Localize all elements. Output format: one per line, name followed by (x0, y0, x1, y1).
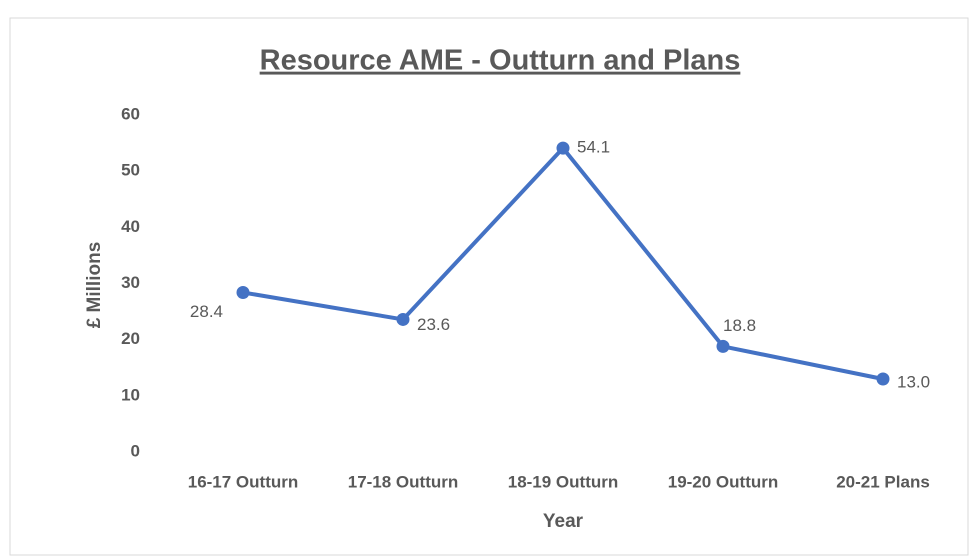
marker (396, 312, 410, 326)
data-label: 28.4 (190, 302, 223, 321)
data-label: 18.8 (723, 316, 756, 335)
x-axis-label: Year (543, 511, 584, 532)
y-tick-label: 30 (121, 273, 140, 292)
data-label: 23.6 (417, 315, 450, 334)
y-axis-label: £ Millions (84, 242, 105, 329)
y-tick-label: 40 (121, 217, 140, 236)
marker (876, 372, 890, 386)
marker (236, 285, 250, 299)
data-label: 54.1 (577, 138, 610, 157)
x-tick-label: 19-20 Outturn (668, 472, 779, 491)
y-tick-label: 20 (121, 329, 140, 348)
marker (716, 339, 730, 353)
x-tick-label: 17-18 Outturn (348, 472, 459, 491)
x-tick-label: 16-17 Outturn (188, 472, 299, 491)
chart-title: Resource AME - Outturn and Plans (260, 45, 741, 77)
chart-frame (9, 17, 969, 556)
y-tick-label: 10 (121, 385, 140, 404)
y-tick-label: 0 (131, 441, 140, 460)
x-tick-label: 20-21 Plans (836, 472, 930, 491)
y-tick-label: 50 (121, 161, 140, 180)
marker (556, 141, 570, 155)
y-tick-label: 60 (121, 104, 140, 123)
x-tick-label: 18-19 Outturn (508, 472, 619, 491)
data-label: 13.0 (897, 372, 930, 391)
